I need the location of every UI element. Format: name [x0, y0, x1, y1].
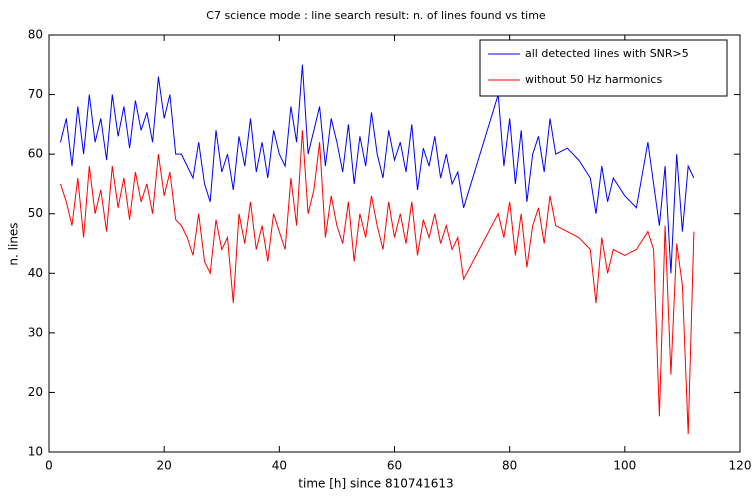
y-axis-label: n. lines: [7, 222, 21, 265]
y-tick-label: 60: [28, 147, 43, 161]
x-tick-label: 60: [387, 459, 402, 473]
y-tick-label: 50: [28, 206, 43, 220]
legend-label: all detected lines with SNR>5: [525, 47, 689, 60]
x-tick-label: 120: [729, 459, 752, 473]
series-line: [60, 130, 695, 435]
y-tick-label: 70: [28, 87, 43, 101]
y-tick-label: 40: [28, 266, 43, 280]
x-tick-label: 20: [157, 459, 172, 473]
y-tick-label: 80: [28, 28, 43, 42]
x-tick-label: 40: [272, 459, 287, 473]
legend-box: [479, 39, 728, 97]
y-tick-label: 30: [28, 325, 43, 339]
x-axis-label: time [h] since 810741613: [298, 477, 453, 491]
x-tick-label: 80: [502, 459, 517, 473]
plot-area: [48, 34, 741, 453]
legend-label: without 50 Hz harmonics: [525, 73, 662, 86]
x-tick-label: 100: [613, 459, 636, 473]
series-line: [60, 64, 695, 274]
y-tick-label: 10: [28, 445, 43, 459]
x-tick-label: 0: [45, 459, 53, 473]
chart-title: C7 science mode : line search result: n.…: [206, 9, 546, 22]
y-tick-label: 20: [28, 385, 43, 399]
